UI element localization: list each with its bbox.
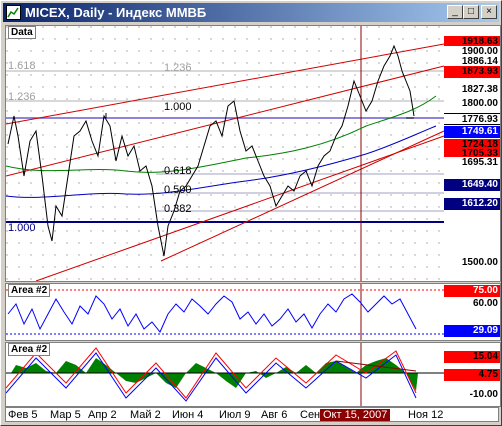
time-axis-label: Фев 5 — [8, 409, 38, 421]
title-bar[interactable]: MICEX, Daily - Индекс ММВБ _ □ × — [3, 3, 499, 22]
pane-label-area2: Area #2 — [8, 343, 51, 356]
fibo-label-1000-b: 1.000 — [8, 222, 36, 234]
minimize-button[interactable]: _ — [447, 5, 463, 19]
price-tag: 1800.00 — [444, 98, 500, 110]
time-axis-label: Мар 5 — [50, 409, 81, 421]
price-chart — [6, 26, 445, 281]
cursor-date-label: Окт 15, 2007 — [320, 409, 391, 421]
price-chart-pane[interactable]: Data 1.618 1.236 1.236 1.000 1.000 0.618… — [5, 25, 501, 282]
time-axis-label: Ноя 12 — [408, 409, 444, 421]
fibo-label-1618: 1.618 — [8, 60, 36, 72]
oscillator-pane-2[interactable]: Area #2 15.04 4.75 -10.00 — [5, 342, 501, 407]
close-button[interactable]: × — [481, 5, 497, 19]
oscillator-pane-1[interactable]: Area #2 75.00 60.00 29.09 — [5, 283, 501, 341]
fibo-label-1236-a: 1.236 — [164, 62, 192, 74]
time-axis-label: Авг 6 — [261, 409, 288, 421]
price-tag: 1500.00 — [444, 257, 500, 269]
oscillator-tag: 15.04 — [444, 351, 500, 363]
oscillator-tag: 4.75 — [444, 369, 500, 381]
fibo-label-1236-b: 1.236 — [8, 91, 36, 103]
fibo-label-0618: 0.618 — [164, 165, 192, 177]
oscillator-tag: -10.00 — [444, 389, 500, 401]
price-tag: 1649.40 — [444, 179, 500, 191]
oscillator-tag: 60.00 — [444, 298, 500, 310]
price-tag: 1918.63 — [444, 36, 500, 48]
time-axis[interactable]: Фев 5 Мар 5 Апр 2 Май 2 Июн 4 Июл 9 Авг … — [5, 407, 499, 422]
price-tag: 1827.38 — [444, 84, 500, 96]
time-axis-label: Сен — [300, 409, 321, 421]
price-tag: 1886.14 — [444, 56, 500, 68]
window-title: MICEX, Daily - Индекс ММВБ — [25, 5, 207, 20]
fibo-label-0500: 0.500 — [164, 184, 192, 196]
time-axis-label: Июн 4 — [172, 409, 204, 421]
price-tag: 1695.31 — [444, 157, 500, 169]
oscillator-chart-1 — [6, 284, 444, 340]
time-axis-label: Апр 2 — [88, 409, 117, 421]
pane-label-data: Data — [8, 26, 36, 39]
maximize-button[interactable]: □ — [463, 5, 479, 19]
fibo-label-0382: 0.382 — [164, 203, 192, 215]
oscillator-tag: 29.09 — [444, 325, 500, 337]
price-tag: 1900.00 — [444, 46, 500, 58]
chart-icon — [6, 5, 21, 20]
time-axis-label: Май 2 — [130, 409, 161, 421]
price-tag: 1749.61 — [444, 126, 500, 138]
price-tag: 1612.20 — [444, 198, 500, 210]
price-tag: 1873.93 — [444, 66, 500, 78]
pane-label-area1: Area #2 — [8, 284, 51, 297]
oscillator-tag: 75.00 — [444, 285, 500, 297]
time-axis-label: Июл 9 — [219, 409, 251, 421]
fibo-label-1000-a: 1.000 — [164, 101, 192, 113]
current-price-tag: 1776.93 — [444, 113, 500, 125]
oscillator-chart-2 — [6, 343, 444, 406]
